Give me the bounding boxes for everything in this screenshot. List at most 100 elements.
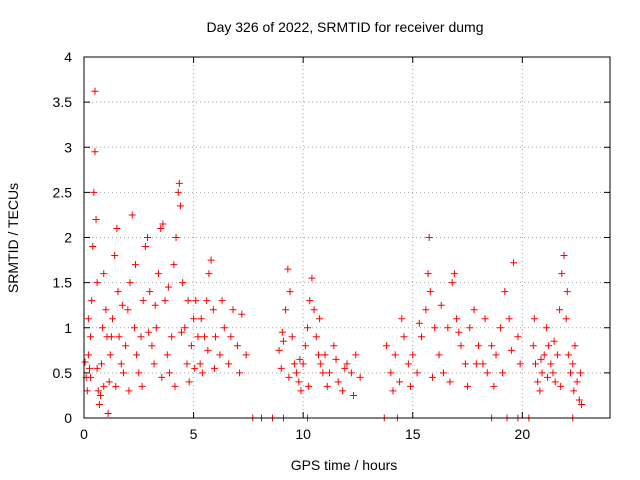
data-point: [179, 279, 187, 287]
data-point: [304, 324, 312, 332]
data-point: [310, 306, 318, 314]
data-point: [99, 324, 107, 332]
data-point: [125, 387, 133, 395]
data-point: [157, 224, 165, 232]
data-point: [106, 351, 114, 359]
data-point: [128, 211, 136, 219]
data-point: [560, 252, 568, 260]
data-point: [225, 360, 233, 368]
data-point: [321, 351, 329, 359]
data-point: [556, 306, 564, 314]
y-tick-label: 1.5: [53, 275, 73, 291]
data-point: [316, 315, 324, 323]
data-point: [505, 315, 513, 323]
data-point: [455, 328, 463, 336]
data-point: [341, 364, 349, 372]
data-point: [332, 355, 340, 363]
data-point: [198, 369, 206, 377]
data-point: [573, 378, 581, 386]
data-point: [84, 315, 92, 323]
data-point: [382, 342, 390, 350]
data-point: [220, 324, 228, 332]
data-point: [550, 337, 558, 345]
ticks: 0 5 10 15 20 0 0.5 1 1.5 2 2.5 3 3.5 4: [53, 49, 610, 442]
data-point: [542, 324, 550, 332]
data-point: [450, 270, 458, 278]
data-point: [536, 387, 544, 395]
data-point: [470, 306, 478, 314]
data-point: [334, 378, 342, 386]
data-point: [171, 382, 179, 390]
data-point: [347, 369, 355, 377]
data-point: [319, 369, 327, 377]
data-point: [93, 364, 101, 372]
data-point: [204, 346, 212, 354]
y-tick-label: 0.5: [53, 365, 73, 381]
data-point: [194, 333, 202, 341]
data-point: [175, 179, 183, 187]
data-point: [159, 220, 167, 228]
data-point: [216, 351, 224, 359]
x-tick-label: 0: [80, 426, 88, 442]
data-point: [557, 382, 565, 390]
data-point: [507, 346, 515, 354]
data-point: [286, 288, 294, 296]
data-point: [115, 333, 123, 341]
data-point: [139, 297, 147, 305]
x-tick-label: 5: [190, 426, 198, 442]
data-point: [305, 382, 313, 390]
data-point: [85, 364, 93, 372]
data-point: [93, 279, 101, 287]
data-point: [530, 315, 538, 323]
data-point: [448, 279, 456, 287]
data-point: [190, 315, 198, 323]
y-tick-label: 3.5: [53, 94, 73, 110]
data-point: [569, 360, 577, 368]
data-point: [475, 342, 482, 350]
data-point: [238, 310, 246, 318]
data-point: [87, 333, 95, 341]
data-point: [534, 378, 542, 386]
data-point: [563, 288, 571, 296]
data-point: [558, 270, 566, 278]
data-point: [112, 382, 120, 390]
data-point: [529, 342, 537, 350]
data-point: [207, 256, 215, 264]
data-point: [308, 274, 316, 282]
data-point: [138, 382, 146, 390]
y-tick-label: 4: [64, 49, 72, 65]
data-point: [496, 324, 504, 332]
y-tick-label: 3: [64, 139, 72, 155]
data-point: [91, 87, 99, 95]
data-point: [551, 378, 559, 386]
data-point: [87, 373, 95, 381]
data-point: [196, 360, 204, 368]
data-point: [151, 301, 159, 309]
data-point: [181, 324, 189, 332]
data-point: [197, 315, 205, 323]
data-point: [92, 215, 100, 223]
data-point: [102, 306, 110, 314]
data-point: [114, 288, 122, 296]
data-point: [165, 369, 173, 377]
y-tick-label: 2: [64, 230, 72, 246]
data-point: [479, 360, 487, 368]
data-point: [426, 288, 434, 296]
data-point: [192, 297, 200, 305]
chart-title: Day 326 of 2022, SRMTID for receiver dum…: [206, 19, 483, 35]
data-point: [415, 319, 423, 327]
data-point: [163, 351, 171, 359]
data-point: [343, 360, 351, 368]
data-point: [439, 369, 447, 377]
data-point: [570, 387, 578, 395]
data-point: [94, 387, 102, 395]
data-point: [453, 315, 461, 323]
data-point: [387, 369, 395, 377]
data-point: [210, 364, 218, 372]
data-point: [144, 234, 152, 241]
data-point: [531, 360, 539, 368]
data-point: [205, 270, 213, 278]
data-point: [544, 373, 552, 381]
data-point: [145, 328, 153, 336]
